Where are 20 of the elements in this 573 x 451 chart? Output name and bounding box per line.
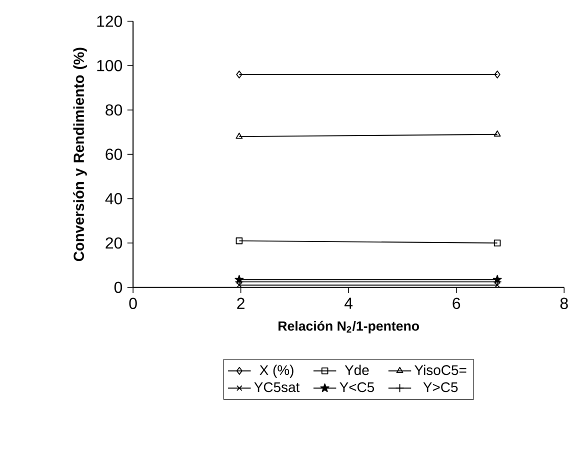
x-axis-title: Relación N$_{2}$/1-penteno	[278, 320, 420, 334]
y-tick-label: 0	[114, 282, 122, 294]
x-tick-label: 0	[129, 298, 137, 310]
legend-label: Y>C5	[423, 382, 458, 392]
y-axis-title: Conversión y Rendimiento (%)	[73, 48, 87, 262]
legend-label: YisoC5=	[414, 364, 466, 376]
y-tick-label: 60	[106, 148, 122, 160]
y-tick-label: 120	[97, 16, 122, 27]
y-tick-label: 20	[106, 237, 122, 249]
x-tick-label: 6	[452, 298, 460, 310]
y-tick-label: 100	[97, 60, 122, 72]
y-tick-label: 80	[106, 104, 122, 116]
legend-label: YC5sat	[254, 382, 300, 392]
legend-label: X (%)	[260, 364, 294, 378]
x-tick-label: 2	[237, 298, 244, 309]
x-tick-label: 8	[560, 298, 568, 310]
legend-label: Yde	[344, 364, 369, 376]
y-tick-label: 40	[105, 193, 122, 204]
x-tick-label: 4	[344, 298, 353, 309]
legend-label: Y<C5	[340, 382, 374, 392]
